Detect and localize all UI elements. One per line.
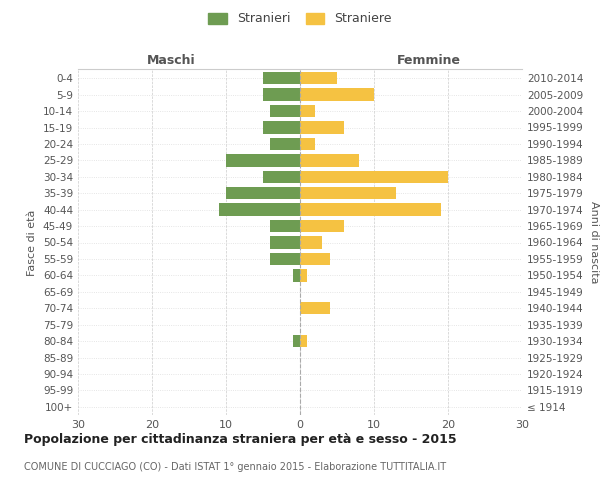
Bar bbox=[263, 88, 300, 101]
Bar bbox=[293, 269, 300, 281]
Text: Popolazione per cittadinanza straniera per età e sesso - 2015: Popolazione per cittadinanza straniera p… bbox=[24, 432, 457, 446]
Bar bbox=[271, 236, 300, 248]
Bar bbox=[300, 204, 440, 216]
Bar bbox=[263, 72, 300, 85]
Text: COMUNE DI CUCCIAGO (CO) - Dati ISTAT 1° gennaio 2015 - Elaborazione TUTTITALIA.I: COMUNE DI CUCCIAGO (CO) - Dati ISTAT 1° … bbox=[24, 462, 446, 472]
Bar bbox=[271, 253, 300, 265]
Bar bbox=[300, 220, 344, 232]
Bar bbox=[300, 105, 315, 117]
Bar bbox=[300, 269, 307, 281]
Bar bbox=[300, 253, 329, 265]
Bar bbox=[300, 170, 448, 183]
Bar bbox=[300, 154, 359, 166]
Bar bbox=[300, 335, 307, 347]
Bar bbox=[300, 122, 344, 134]
Text: Femmine: Femmine bbox=[397, 54, 461, 68]
Bar bbox=[218, 204, 300, 216]
Bar bbox=[271, 105, 300, 117]
Bar bbox=[300, 72, 337, 85]
Bar bbox=[300, 88, 374, 101]
Bar bbox=[300, 236, 322, 248]
Bar bbox=[300, 187, 396, 200]
Bar bbox=[293, 335, 300, 347]
Bar bbox=[271, 220, 300, 232]
Bar bbox=[271, 138, 300, 150]
Bar bbox=[263, 122, 300, 134]
Y-axis label: Anni di nascita: Anni di nascita bbox=[589, 201, 599, 283]
Legend: Stranieri, Straniere: Stranieri, Straniere bbox=[205, 8, 395, 29]
Bar bbox=[226, 154, 300, 166]
Y-axis label: Fasce di età: Fasce di età bbox=[28, 210, 37, 276]
Bar bbox=[300, 302, 329, 314]
Text: Maschi: Maschi bbox=[146, 54, 196, 68]
Bar bbox=[263, 170, 300, 183]
Bar bbox=[226, 187, 300, 200]
Bar bbox=[300, 138, 315, 150]
